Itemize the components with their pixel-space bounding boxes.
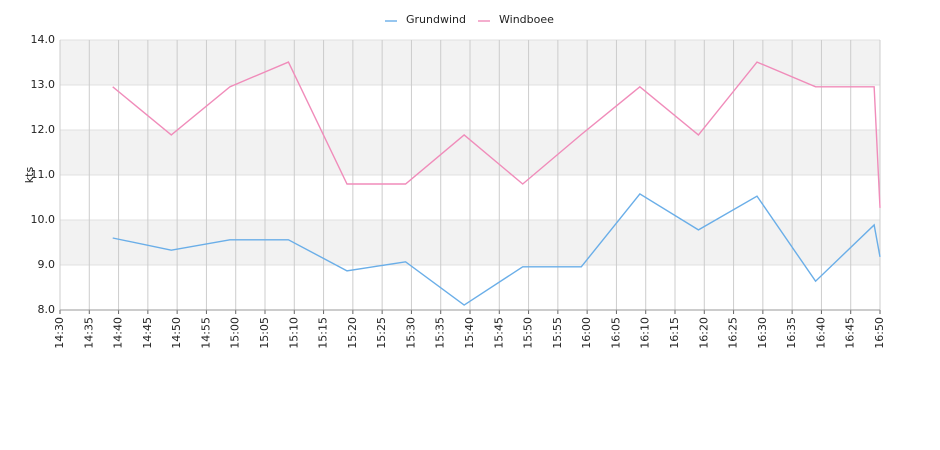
y-tick-label: 13.0 (31, 78, 56, 91)
x-tick-label: 14:35 (82, 317, 95, 349)
y-tick-label: 8.0 (38, 303, 56, 316)
x-tick-label: 16:45 (844, 317, 857, 349)
y-axis-label: kts (23, 167, 36, 184)
x-tick-label: 15:45 (492, 317, 505, 349)
legend-label: Windboee (499, 13, 554, 26)
x-tick-label: 15:00 (229, 317, 242, 349)
x-tick-label: 14:55 (199, 317, 212, 349)
x-tick-label: 16:00 (580, 317, 593, 349)
y-tick-label: 14.0 (31, 33, 56, 46)
x-tick-label: 15:25 (375, 317, 388, 349)
x-tick-label: 16:40 (814, 317, 827, 349)
x-tick-label: 14:45 (141, 317, 154, 349)
legend-label: Grundwind (406, 13, 466, 26)
x-tick-label: 15:30 (404, 317, 417, 349)
x-tick-label: 16:10 (639, 317, 652, 349)
x-tick-label: 16:30 (756, 317, 769, 349)
y-tick-label: 9.0 (38, 258, 56, 271)
x-tick-label: 16:20 (697, 317, 710, 349)
x-tick-label: 15:35 (434, 317, 447, 349)
y-tick-label: 11.0 (31, 168, 56, 181)
x-tick-label: 16:15 (668, 317, 681, 349)
x-tick-label: 15:15 (317, 317, 330, 349)
y-tick-label: 10.0 (31, 213, 56, 226)
x-tick-label: 15:20 (346, 317, 359, 349)
x-tick-label: 15:50 (522, 317, 535, 349)
series-line (112, 61, 881, 208)
series-line (112, 192, 881, 306)
x-tick-label: 16:25 (727, 317, 740, 349)
x-tick-label: 15:10 (287, 317, 300, 349)
x-tick-label: 15:55 (551, 317, 564, 349)
x-tick-label: 14:30 (53, 317, 66, 349)
x-tick-label: 16:05 (609, 317, 622, 349)
x-tick-label: 14:40 (112, 317, 125, 349)
x-tick-label: 14:50 (170, 317, 183, 349)
y-tick-label: 12.0 (31, 123, 56, 136)
x-tick-label: 16:50 (873, 317, 886, 349)
x-tick-label: 16:35 (785, 317, 798, 349)
x-tick-label: 15:40 (463, 317, 476, 349)
x-tick-label: 15:05 (258, 317, 271, 349)
